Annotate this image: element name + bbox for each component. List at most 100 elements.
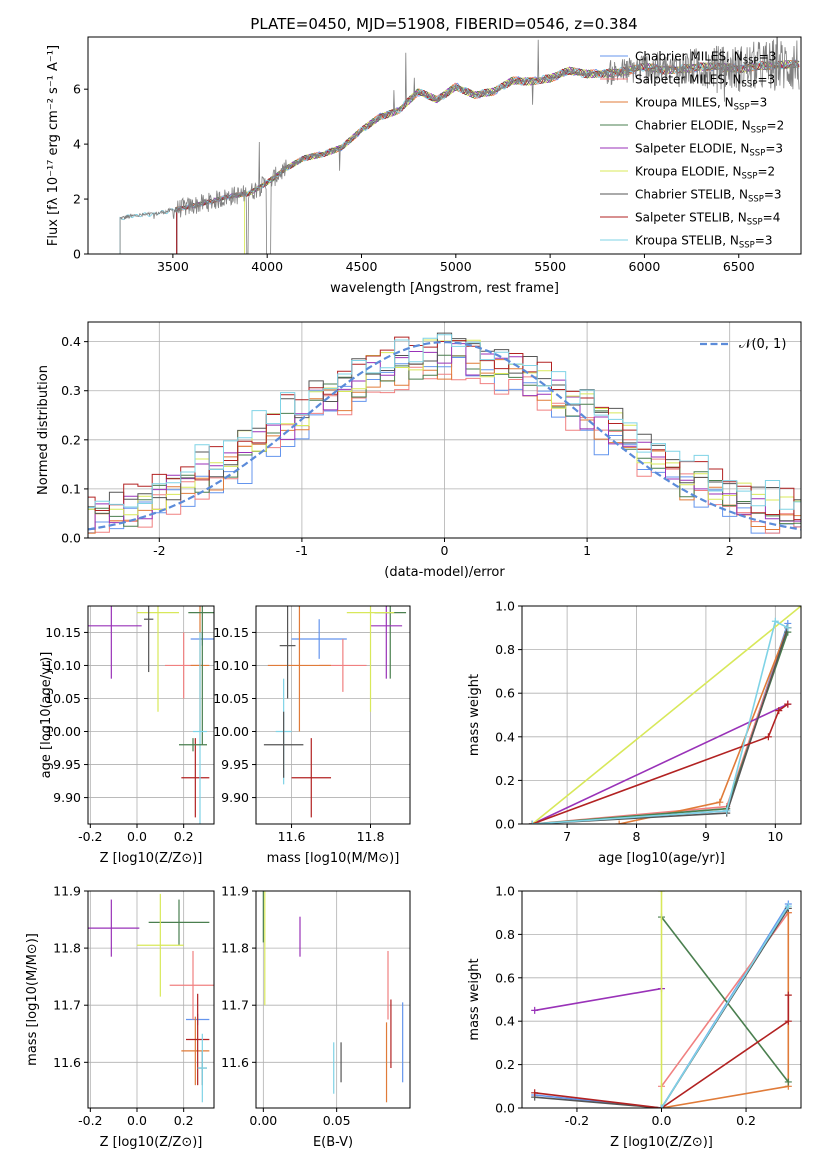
gauss-legend-label: 𝒩(0, 1)	[739, 337, 786, 352]
legend-n-ssp: =3	[750, 96, 768, 110]
x-tick-label: 0.0	[127, 1113, 147, 1128]
legend-series-name: Kroupa STELIB, N	[635, 234, 739, 248]
x-tick-label: 4000	[251, 259, 283, 274]
y-tick-label: 0.4	[495, 1014, 515, 1029]
legend-subscript: SSP	[743, 57, 759, 67]
mass-weight-marker	[658, 891, 665, 895]
x-tick-label: 8	[633, 829, 641, 844]
legend-series-name: Chabrier ELODIE, N	[635, 119, 751, 133]
mass-weight-line	[532, 703, 789, 824]
x-tick-label: 0.0	[652, 1113, 672, 1128]
y-axis-label: mass [log10(M/M⊙)]	[25, 933, 40, 1066]
legend-series-name: Chabrier MILES, N	[635, 50, 743, 64]
panel-mass_weight_vs_age: 7 8 9 10 0.0 0.2 0.4 0.6 0.8 1.0 age [log10(age/yr…	[467, 599, 802, 866]
residual-histogram	[88, 355, 801, 534]
axes-frame	[87, 36, 802, 255]
y-tick-label: 11.8	[221, 941, 249, 956]
y-tick-label: 0.3	[61, 383, 81, 398]
y-tick-label: 0.6	[495, 686, 515, 701]
legend-n-ssp: =3	[757, 73, 775, 87]
y-tick-label: 0.8	[495, 927, 515, 942]
mass-weight-line	[532, 703, 789, 824]
x-tick-label: 10	[767, 829, 783, 844]
y-tick-label: 10.05	[45, 691, 81, 706]
x-tick-label: 6000	[629, 259, 661, 274]
y-tick-label: 0.0	[495, 1101, 515, 1116]
y-tick-label: 11.7	[53, 998, 81, 1013]
mass-weight-marker	[784, 624, 792, 632]
y-tick-label: 11.7	[221, 998, 249, 1013]
y-axis-label: Flux [fλ 10⁻¹⁷ erg cm⁻² s⁻¹ A⁻¹]	[46, 45, 61, 246]
plot-area	[88, 332, 801, 534]
mass-weight-line	[534, 987, 662, 1012]
x-axis-label: E(B-V)	[313, 1135, 353, 1150]
x-tick-label: 4500	[346, 259, 378, 274]
y-tick-label: 10.10	[213, 658, 249, 673]
axes-frame	[255, 890, 411, 1109]
y-axis-label: age [log10(age/yr)]	[39, 652, 54, 779]
plot-area	[88, 606, 214, 824]
y-tick-label: 10.15	[213, 625, 249, 640]
y-tick-label: 0.0	[61, 531, 81, 546]
mass-weight-marker	[531, 1089, 539, 1097]
panel-age_vs_Z: -0.2 0.0 0.2 9.90 9.95 10.00 10.05 10.10 10.15 Z …	[39, 605, 215, 866]
x-tick-label: 0.05	[323, 1113, 351, 1128]
plot-area	[528, 606, 801, 824]
legend-label: Chabrier ELODIE, NSSP=2	[635, 119, 784, 136]
normal-distribution-curve	[88, 341, 801, 531]
legend-subscript: SSP	[751, 126, 767, 136]
plot-area	[531, 891, 792, 1108]
y-tick-label: 0.8	[495, 642, 515, 657]
y-tick-label: 10.05	[213, 691, 249, 706]
legend-series-name: Chabrier STELIB, N	[635, 188, 748, 202]
mass-weight-line	[532, 620, 789, 824]
legend-series-name: Kroupa ELODIE, N	[635, 165, 742, 179]
mass-weight-marker	[784, 902, 792, 910]
y-tick-label: 0.0	[495, 817, 515, 832]
residual-histogram	[88, 332, 801, 522]
x-tick-label: -2	[153, 543, 165, 558]
y-tick-label: 10.10	[45, 658, 81, 673]
y-axis-label: mass weight	[467, 958, 482, 1040]
legend-label: Salpeter MILES, NSSP=3	[635, 73, 775, 90]
legend-n-ssp: =3	[764, 188, 782, 202]
axes-frame	[87, 605, 215, 825]
y-axis-label: mass weight	[467, 674, 482, 756]
y-tick-label: 0.4	[61, 334, 81, 349]
x-tick-label: -0.2	[78, 829, 102, 844]
panel-age_vs_mass: 11.6 11.8 9.90 9.95 10.00 10.05 10.10 10.15 mass…	[213, 605, 411, 866]
legend-subscript: SSP	[747, 218, 763, 228]
y-tick-label: 11.8	[53, 941, 81, 956]
y-tick-label: 0.1	[61, 481, 81, 496]
x-axis-label: age [log10(age/yr)]	[598, 851, 725, 866]
mass-weight-line	[619, 627, 789, 824]
x-tick-label: 7	[563, 829, 571, 844]
panel-mass_vs_ebv: 0.00 0.05 11.6 11.7 11.8 11.9 E(B-V)	[221, 884, 411, 1150]
mass-weight-marker	[531, 1006, 539, 1014]
x-tick-label: 0.0	[127, 829, 147, 844]
y-tick-label: 11.9	[221, 884, 249, 899]
panel-spectrum: 3500 4000 4500 5000 5500 6000 6500 0 2 4 6 waveleng…	[46, 36, 802, 296]
y-tick-label: 11.6	[221, 1055, 249, 1070]
y-tick-label: 1.0	[495, 599, 515, 614]
mass-weight-marker	[771, 617, 779, 625]
x-axis-label: Z [log10(Z/Z⊙)]	[100, 851, 203, 866]
residual-histogram	[88, 366, 801, 534]
mass-weight-marker	[784, 1078, 792, 1086]
legend-n-ssp: =2	[757, 165, 775, 179]
y-tick-label: 0.2	[61, 432, 81, 447]
mass-weight-marker	[723, 807, 731, 815]
x-tick-label: 9	[702, 829, 710, 844]
y-tick-label: 4	[73, 137, 81, 152]
legend-subscript: SSP	[742, 172, 758, 182]
y-tick-label: 6	[73, 82, 81, 97]
axes-frame	[521, 605, 802, 825]
gauss-legend: 𝒩(0, 1)	[700, 337, 786, 352]
mass-weight-marker	[784, 700, 792, 708]
x-tick-label: 3500	[157, 259, 189, 274]
x-tick-label: -0.2	[565, 1113, 589, 1128]
axes-frame	[255, 605, 411, 825]
panel-mass_weight_vs_Z: -0.2 0.0 0.2 0.0 0.2 0.4 0.6 0.8 1.0 Z [log10(Z/Z…	[467, 884, 802, 1150]
legend-subscript: SSP	[748, 195, 764, 205]
